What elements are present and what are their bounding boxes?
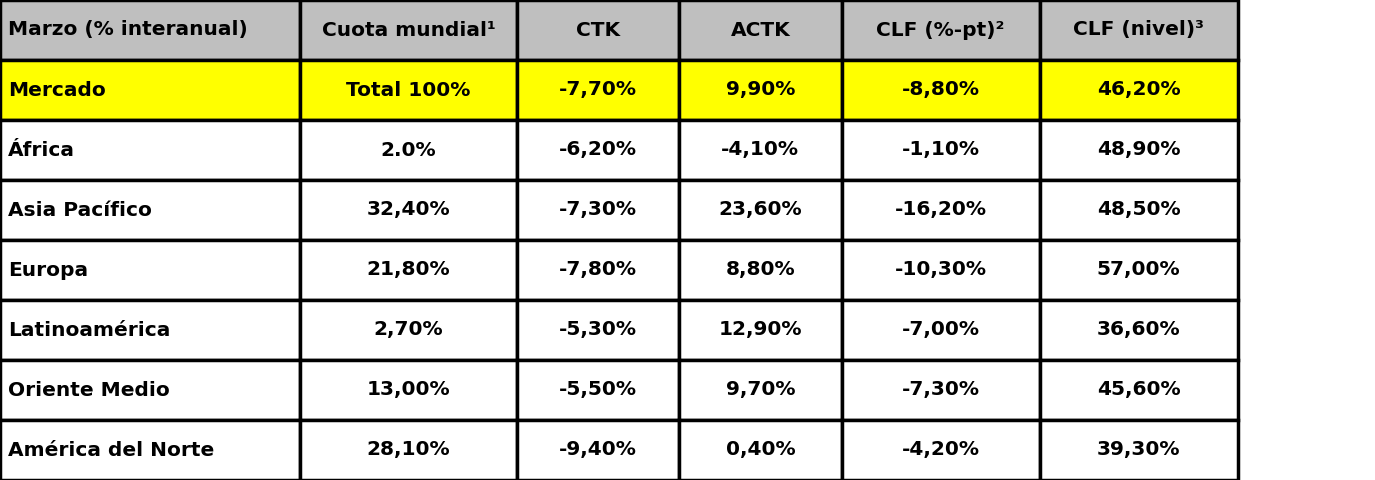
Text: -7,30%: -7,30%	[902, 381, 979, 399]
Text: -7,80%: -7,80%	[560, 261, 637, 279]
Text: Cuota mundial¹: Cuota mundial¹	[322, 21, 495, 39]
Bar	[300, 60, 517, 120]
Text: 8,80%: 8,80%	[726, 261, 795, 279]
Bar	[842, 300, 1040, 360]
Bar	[842, 360, 1040, 420]
Bar	[842, 420, 1040, 480]
Text: -4,20%: -4,20%	[902, 441, 979, 459]
Bar	[0, 300, 300, 360]
Bar	[517, 60, 679, 120]
Bar	[517, 360, 679, 420]
Text: 2.0%: 2.0%	[381, 141, 436, 159]
Text: 13,00%: 13,00%	[367, 381, 450, 399]
Bar	[842, 0, 1040, 60]
Text: Asia Pacífico: Asia Pacífico	[8, 201, 153, 219]
Bar	[300, 0, 517, 60]
Text: CTK: CTK	[576, 21, 620, 39]
Bar	[0, 240, 300, 300]
Text: -4,10%: -4,10%	[722, 141, 799, 159]
Text: 23,60%: 23,60%	[719, 201, 802, 219]
Bar	[517, 120, 679, 180]
Text: América del Norte: América del Norte	[8, 441, 214, 459]
Text: 28,10%: 28,10%	[367, 441, 450, 459]
Bar	[679, 240, 842, 300]
Text: -7,70%: -7,70%	[560, 81, 637, 99]
Bar	[517, 300, 679, 360]
Bar	[1040, 60, 1238, 120]
Bar	[679, 120, 842, 180]
Bar	[842, 120, 1040, 180]
Text: 45,60%: 45,60%	[1097, 381, 1180, 399]
Bar	[1040, 420, 1238, 480]
Bar	[0, 120, 300, 180]
Bar	[842, 180, 1040, 240]
Text: 36,60%: 36,60%	[1097, 321, 1180, 339]
Bar	[0, 360, 300, 420]
Text: -5,50%: -5,50%	[560, 381, 637, 399]
Bar	[679, 300, 842, 360]
Bar	[1040, 120, 1238, 180]
Text: ACTK: ACTK	[730, 21, 791, 39]
Text: Total 100%: Total 100%	[346, 81, 470, 99]
Text: 39,30%: 39,30%	[1097, 441, 1180, 459]
Bar	[0, 60, 300, 120]
Bar	[1040, 360, 1238, 420]
Bar	[300, 360, 517, 420]
Bar	[679, 420, 842, 480]
Text: 32,40%: 32,40%	[367, 201, 450, 219]
Bar	[300, 240, 517, 300]
Text: -9,40%: -9,40%	[560, 441, 637, 459]
Text: 48,50%: 48,50%	[1097, 201, 1180, 219]
Bar	[679, 360, 842, 420]
Bar	[300, 180, 517, 240]
Text: Mercado: Mercado	[8, 81, 106, 99]
Bar	[1040, 180, 1238, 240]
Text: Latinoamérica: Latinoamérica	[8, 321, 170, 339]
Bar	[1040, 300, 1238, 360]
Bar	[679, 180, 842, 240]
Bar	[517, 240, 679, 300]
Bar	[1040, 0, 1238, 60]
Text: -7,30%: -7,30%	[560, 201, 637, 219]
Text: CLF (nivel)³: CLF (nivel)³	[1072, 21, 1204, 39]
Bar	[679, 60, 842, 120]
Text: -1,10%: -1,10%	[902, 141, 979, 159]
Text: Europa: Europa	[8, 261, 88, 279]
Bar	[0, 0, 300, 60]
Text: 9,70%: 9,70%	[726, 381, 795, 399]
Text: 57,00%: 57,00%	[1097, 261, 1180, 279]
Text: 2,70%: 2,70%	[374, 321, 443, 339]
Bar	[300, 420, 517, 480]
Bar	[0, 420, 300, 480]
Text: CLF (%-pt)²: CLF (%-pt)²	[876, 21, 1005, 39]
Bar	[842, 240, 1040, 300]
Bar	[517, 420, 679, 480]
Text: -16,20%: -16,20%	[895, 201, 986, 219]
Text: -7,00%: -7,00%	[902, 321, 979, 339]
Bar	[517, 180, 679, 240]
Bar	[300, 120, 517, 180]
Bar	[0, 180, 300, 240]
Text: -10,30%: -10,30%	[895, 261, 986, 279]
Text: 0,40%: 0,40%	[726, 441, 795, 459]
Text: África: África	[8, 141, 76, 159]
Text: 12,90%: 12,90%	[719, 321, 802, 339]
Text: -6,20%: -6,20%	[560, 141, 637, 159]
Text: 48,90%: 48,90%	[1097, 141, 1180, 159]
Bar	[842, 60, 1040, 120]
Text: Marzo (% interanual): Marzo (% interanual)	[8, 21, 247, 39]
Text: Oriente Medio: Oriente Medio	[8, 381, 170, 399]
Bar	[679, 0, 842, 60]
Bar	[1040, 240, 1238, 300]
Bar	[300, 300, 517, 360]
Text: 21,80%: 21,80%	[367, 261, 450, 279]
Text: 46,20%: 46,20%	[1097, 81, 1180, 99]
Text: -5,30%: -5,30%	[560, 321, 637, 339]
Text: -8,80%: -8,80%	[902, 81, 979, 99]
Text: 9,90%: 9,90%	[726, 81, 795, 99]
Bar	[517, 0, 679, 60]
